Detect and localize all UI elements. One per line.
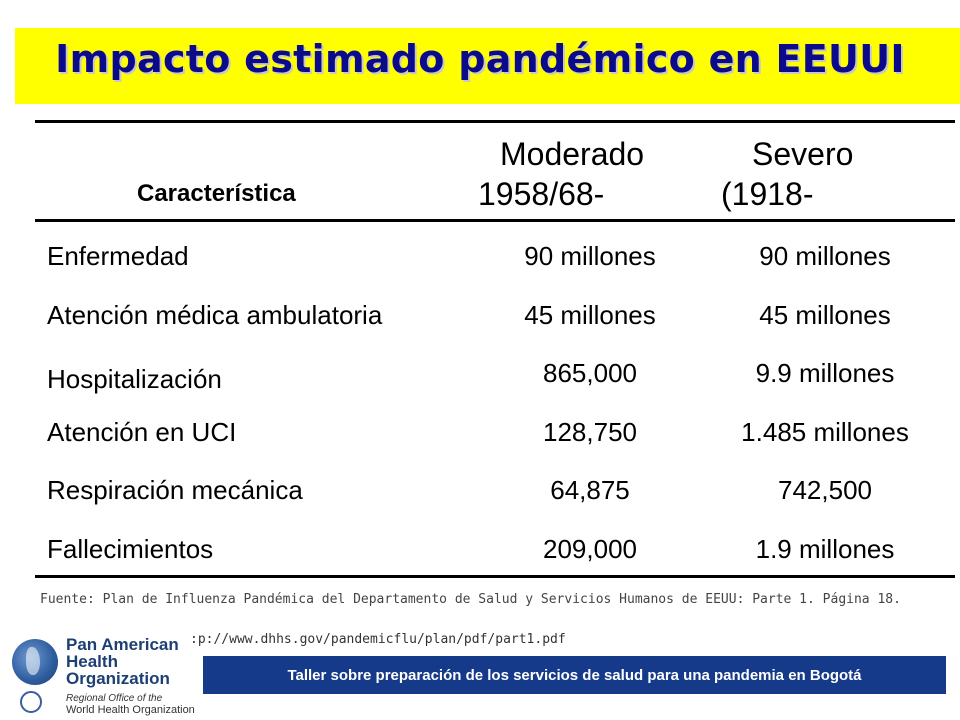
header-moderate-title: Moderado — [500, 136, 645, 172]
row-severe-value: 1.9 millones — [755, 534, 895, 564]
row-moderate-value: 45 millones — [524, 300, 656, 330]
table-header-rule — [35, 219, 955, 222]
row-moderate-value: 64,875 — [550, 475, 630, 505]
row-severe-value: 1.485 millones — [741, 417, 909, 447]
row-label: Atención en UCI — [47, 417, 237, 447]
footer-banner: Taller sobre preparación de los servicio… — [203, 656, 946, 694]
row-moderate-value: 128,750 — [543, 417, 637, 447]
header-severe-years: (1918- — [721, 176, 814, 212]
row-label: Atención médica ambulatoria — [47, 300, 383, 330]
logo-text-line2: Health — [66, 652, 118, 671]
row-moderate-value: 209,000 — [543, 534, 637, 564]
paho-logo: Pan American Health Organization Regiona… — [8, 635, 198, 716]
header-severe-title: Severo — [752, 136, 854, 172]
row-label: Hospitalización — [47, 364, 222, 394]
row-moderate-value: 865,000 — [543, 358, 637, 388]
table-top-rule — [35, 120, 955, 123]
source-citation: Fuente: Plan de Influenza Pandémica del … — [40, 592, 901, 607]
logo-subtext-line1: Regional Office of the — [66, 693, 163, 704]
row-label: Respiración mecánica — [47, 475, 303, 505]
row-severe-value: 9.9 millones — [755, 358, 895, 388]
globe-icon — [12, 639, 58, 685]
row-severe-value: 90 millones — [759, 241, 891, 271]
source-url: :p://www.dhhs.gov/pandemicflu/plan/pdf/p… — [190, 632, 566, 647]
logo-text-line1: Pan American — [66, 635, 179, 654]
title-bar — [15, 28, 960, 104]
logo-text-line3: Organization — [66, 669, 170, 688]
row-label: Fallecimientos — [47, 534, 214, 564]
logo-subtext-line2: World Health Organization — [66, 704, 195, 716]
row-severe-value: 45 millones — [759, 300, 891, 330]
header-characteristic: Característica — [137, 180, 296, 207]
table-bottom-rule — [35, 575, 955, 578]
row-moderate-value: 90 millones — [524, 241, 656, 271]
page-title: Impacto estimado pandémico en EEUUI — [55, 37, 905, 81]
header-moderate-years: 1958/68- — [478, 176, 605, 212]
row-label: Enfermedad — [47, 241, 189, 271]
who-emblem-icon — [20, 691, 42, 713]
row-severe-value: 742,500 — [778, 475, 872, 505]
